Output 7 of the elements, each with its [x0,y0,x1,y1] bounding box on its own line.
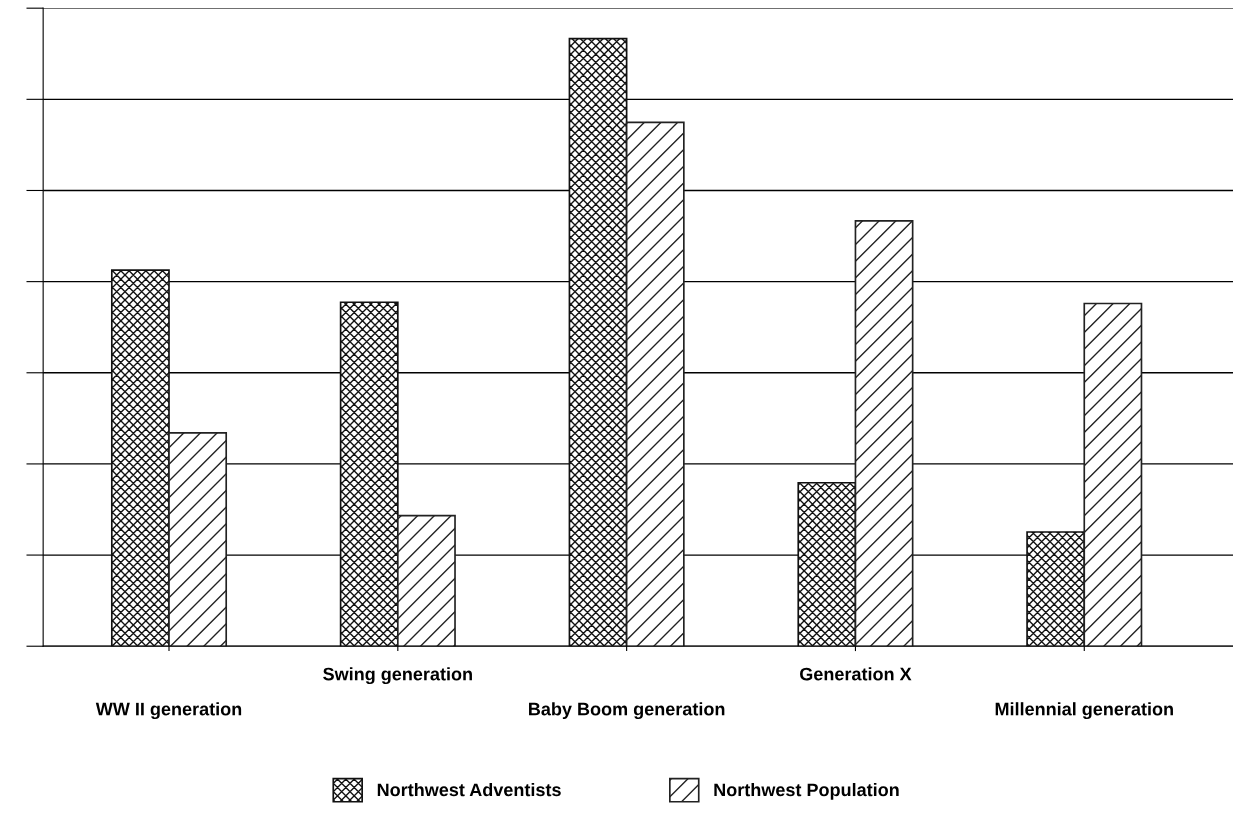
x-tick-label: Baby Boom generation [529,702,725,720]
legend-label: Northwest Adventists [377,782,561,797]
x-tick-label: Millennial generation [995,702,1173,720]
x-tick-label: Generation X [800,667,912,681]
x-tick-label: WW II generation [95,702,242,720]
x-tick-label: Swing generation [323,667,472,685]
legend-label: Northwest Population [714,782,899,800]
